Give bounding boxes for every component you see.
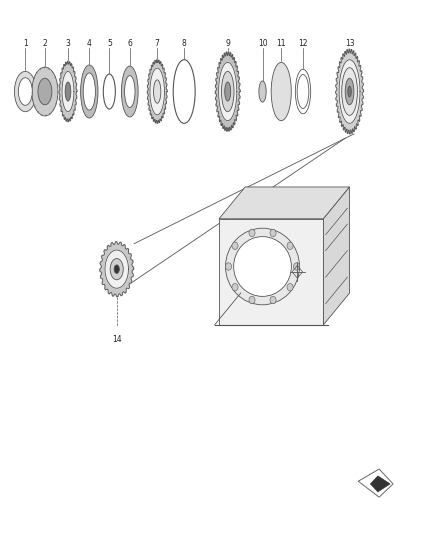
Circle shape: [249, 296, 255, 304]
Ellipse shape: [124, 76, 135, 108]
Text: 12: 12: [298, 39, 308, 49]
Ellipse shape: [225, 82, 231, 101]
Text: 4: 4: [87, 39, 92, 49]
Ellipse shape: [222, 71, 234, 112]
Ellipse shape: [18, 78, 32, 106]
Polygon shape: [105, 250, 128, 288]
Ellipse shape: [14, 71, 36, 112]
Circle shape: [293, 263, 300, 270]
Text: 7: 7: [155, 39, 159, 49]
Circle shape: [287, 242, 293, 249]
Text: 8: 8: [182, 39, 187, 49]
Ellipse shape: [65, 82, 71, 101]
Ellipse shape: [342, 68, 357, 115]
Circle shape: [270, 229, 276, 237]
Ellipse shape: [121, 66, 138, 117]
Polygon shape: [219, 187, 350, 219]
Polygon shape: [62, 71, 74, 112]
Text: 11: 11: [276, 39, 286, 49]
Text: 1: 1: [23, 39, 28, 49]
Text: 2: 2: [42, 39, 47, 49]
Ellipse shape: [32, 67, 58, 116]
Polygon shape: [150, 68, 165, 115]
Ellipse shape: [259, 81, 266, 102]
Text: 5: 5: [107, 39, 112, 49]
Text: 6: 6: [127, 39, 132, 49]
Ellipse shape: [110, 259, 123, 280]
Circle shape: [232, 284, 238, 291]
Circle shape: [226, 263, 232, 270]
Polygon shape: [215, 52, 240, 131]
Polygon shape: [59, 61, 77, 122]
Text: 13: 13: [345, 39, 354, 49]
Polygon shape: [147, 60, 167, 123]
Polygon shape: [100, 241, 134, 297]
Ellipse shape: [348, 86, 351, 97]
Ellipse shape: [271, 62, 291, 120]
Text: 10: 10: [258, 39, 267, 49]
Ellipse shape: [38, 78, 52, 105]
Circle shape: [249, 229, 255, 237]
Ellipse shape: [81, 65, 98, 118]
Ellipse shape: [114, 265, 119, 273]
Polygon shape: [219, 219, 323, 325]
Text: 14: 14: [112, 335, 121, 344]
Polygon shape: [336, 49, 364, 134]
Polygon shape: [323, 187, 350, 325]
Polygon shape: [371, 476, 390, 492]
Ellipse shape: [233, 237, 291, 296]
Ellipse shape: [154, 80, 161, 103]
Polygon shape: [219, 62, 237, 120]
Circle shape: [287, 284, 293, 291]
Ellipse shape: [345, 78, 354, 105]
Circle shape: [232, 242, 238, 249]
Polygon shape: [339, 60, 360, 123]
Text: 9: 9: [225, 39, 230, 49]
Circle shape: [270, 296, 276, 304]
Text: 3: 3: [66, 39, 71, 49]
Ellipse shape: [83, 73, 95, 110]
Ellipse shape: [226, 228, 300, 305]
